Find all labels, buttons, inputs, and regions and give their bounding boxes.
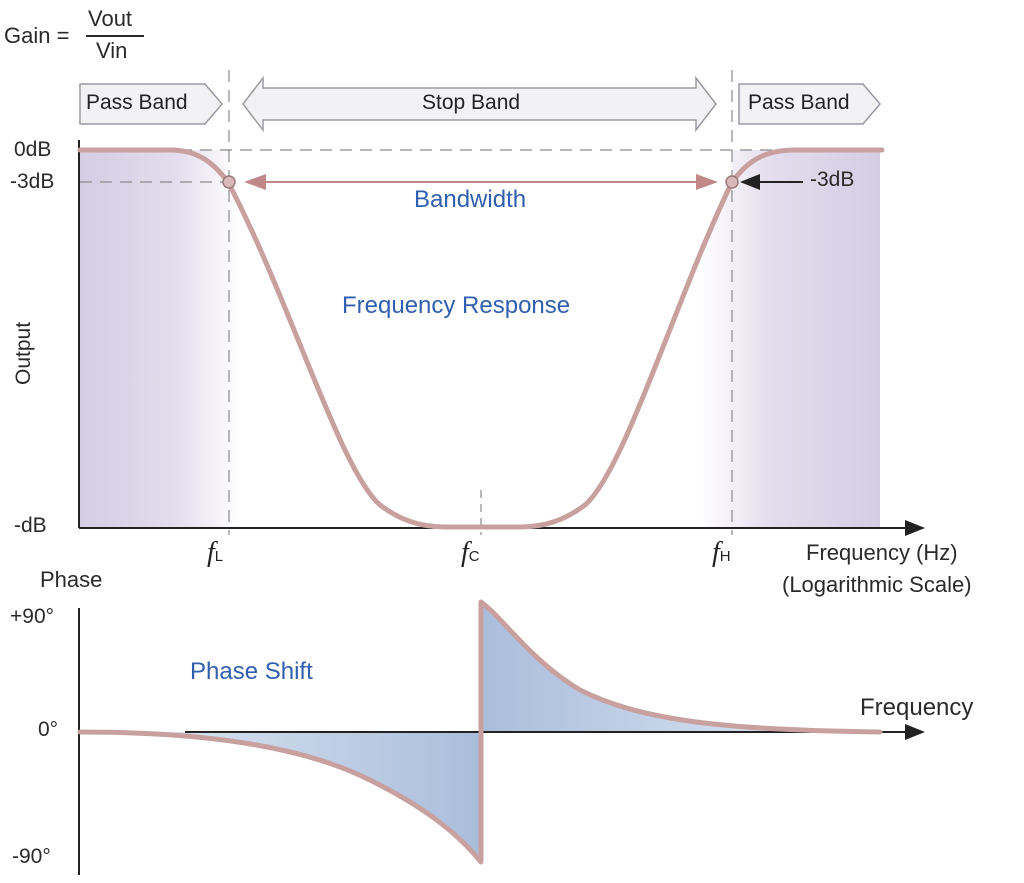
pass-band-left-label: Pass Band [86, 91, 188, 114]
fh-subscript: H [719, 548, 731, 565]
fl-minus3db-point [222, 175, 236, 189]
fc-marker: fC [461, 537, 480, 569]
tick-zero-deg: 0° [38, 718, 59, 741]
fl-subscript: L [214, 548, 224, 565]
fl-marker: fL [207, 537, 223, 569]
x-axis-label-line2: (Logarithmic Scale) [782, 572, 972, 597]
frequency-response-curve [77, 147, 885, 530]
minus3db-marker-label: -3dB [810, 168, 855, 191]
bandwidth-label: Bandwidth [414, 186, 527, 213]
gain-denominator: Vin [96, 38, 128, 63]
phase-x-axis-label: Frequency [860, 694, 974, 721]
gain-numerator: Vout [88, 6, 133, 31]
pass-band-left-arrow [79, 83, 223, 125]
tick-minus3db: -3dB [10, 170, 55, 193]
fl-symbol: f [207, 537, 215, 568]
phase-negative-region [80, 732, 481, 862]
tick-0db: 0dB [14, 138, 52, 161]
tick-minus-db: -dB [14, 514, 47, 537]
tick-plus90: +90° [10, 605, 55, 628]
bandwidth-arrowhead-right [696, 174, 718, 190]
bandwidth-arrowhead-left [244, 174, 266, 190]
fh-minus3db-point [725, 175, 739, 189]
phase-axis-arrowhead [905, 724, 925, 740]
pass-band-right-label: Pass Band [748, 91, 850, 114]
stop-band-arrow [242, 75, 717, 133]
right-passband-shade [700, 150, 880, 528]
x-axis-label-line1: Frequency (Hz) [806, 540, 958, 565]
gain-label: Gain = [4, 23, 70, 48]
phase-positive-region [481, 602, 880, 732]
frequency-axis-arrowhead [905, 520, 925, 536]
output-axis-label: Output [12, 321, 35, 385]
phase-shift-curve [77, 599, 883, 865]
pass-band-right-arrow [738, 83, 881, 125]
fh-symbol: f [712, 537, 720, 568]
minus3db-pointer-arrowhead [740, 174, 760, 190]
tick-minus90: -90° [12, 845, 51, 868]
fh-marker: fH [712, 537, 731, 569]
phase-shift-label: Phase Shift [190, 658, 313, 685]
gain-fraction-bar [86, 35, 144, 37]
fc-subscript: C [468, 548, 480, 565]
frequency-response-label: Frequency Response [342, 292, 571, 319]
stopband-notch-fill [228, 150, 732, 527]
stop-band-label: Stop Band [422, 91, 521, 114]
fc-symbol: f [461, 537, 469, 568]
left-passband-shade [80, 150, 240, 528]
phase-axis-label: Phase [40, 567, 103, 592]
